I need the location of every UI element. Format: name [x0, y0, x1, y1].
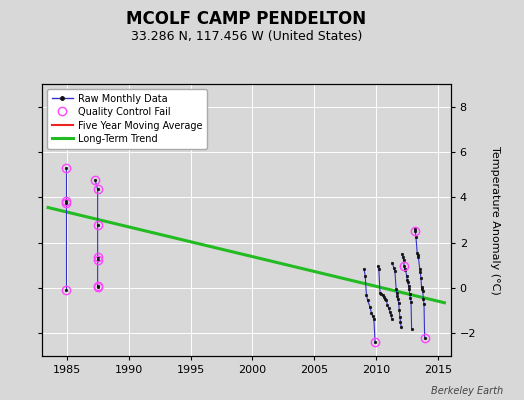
- Text: MCOLF CAMP PENDELTON: MCOLF CAMP PENDELTON: [126, 10, 366, 28]
- Text: Berkeley Earth: Berkeley Earth: [431, 386, 503, 396]
- Y-axis label: Temperature Anomaly (°C): Temperature Anomaly (°C): [490, 146, 500, 294]
- Legend: Raw Monthly Data, Quality Control Fail, Five Year Moving Average, Long-Term Tren: Raw Monthly Data, Quality Control Fail, …: [47, 89, 208, 149]
- Text: 33.286 N, 117.456 W (United States): 33.286 N, 117.456 W (United States): [130, 30, 362, 43]
